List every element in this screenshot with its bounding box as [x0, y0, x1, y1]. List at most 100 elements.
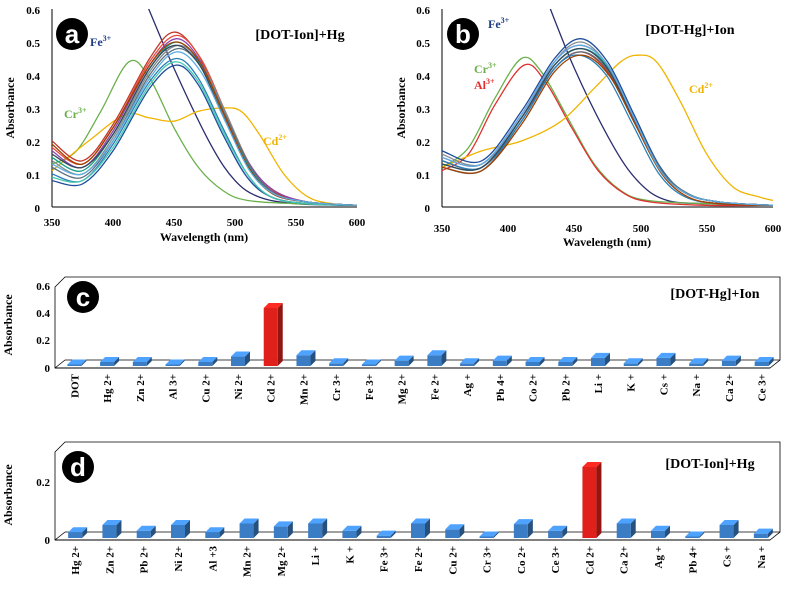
panel-a-annotation-cr3: Cr3+	[64, 106, 87, 121]
panel-c-category-label: Pb 4+	[495, 374, 507, 401]
panel-b-line-chart: 0.6 0.5 0.4 0.3 0.2 0.1 0 350 400 450 50…	[394, 5, 782, 249]
panel-d-bar	[171, 519, 190, 538]
panel-c-ytick-label: 0.6	[36, 281, 50, 293]
panel-a-series-line-0	[148, 9, 357, 206]
panel-c-bar	[394, 355, 414, 366]
panel-b-letter: b	[455, 19, 471, 49]
panel-c-bar	[460, 358, 480, 366]
panel-d-bar	[685, 531, 705, 538]
panel-c-category-label: Ca 2+	[724, 374, 736, 402]
panel-b-ytick-label: 0.2	[416, 137, 430, 149]
annotation-ion: Al	[474, 78, 487, 92]
panel-d-badge	[62, 451, 94, 483]
panel-b-ytick-label: 0	[425, 203, 431, 215]
panel-c-bar	[132, 356, 152, 366]
panel-a-ytick-label: 0.1	[26, 170, 40, 182]
panel-b-annotation-al3: Al3+	[474, 77, 495, 92]
panel-c-bar	[591, 352, 610, 366]
panel-a-y-axis: 0.6 0.5 0.4 0.3 0.2 0.1 0	[26, 5, 40, 215]
panel-d-bar	[445, 524, 465, 538]
panel-b-series-line-13	[442, 44, 773, 206]
panel-d-category-label: Zn 2+	[104, 546, 116, 574]
panel-a-ytick-label: 0.2	[26, 137, 40, 149]
panel-c-category-label: Mn 2+	[299, 374, 311, 405]
panel-b-series-group	[442, 9, 773, 207]
panel-d-ytick-label: 0	[45, 535, 51, 547]
panel-b-ytick-label: 0.4	[416, 71, 430, 83]
panel-a-series-line-5	[52, 38, 357, 206]
panel-c-category-label: Co 2+	[528, 374, 540, 402]
panel-d-bar	[308, 518, 328, 538]
panel-c-y-axis-label: Absorbance	[1, 294, 15, 356]
panel-d-bar	[719, 519, 739, 538]
panel-a-series-line-14	[52, 51, 357, 206]
panel-c-ytick-label: 0	[45, 363, 51, 375]
panel-d-bar	[239, 518, 259, 538]
panel-c-bar	[361, 359, 381, 366]
panel-d-category-label: Ni 2+	[173, 546, 185, 572]
panel-c-category-label: Mg 2+	[397, 374, 409, 404]
annotation-charge: 2+	[704, 81, 713, 90]
panel-a-x-axis-label: Wavelength (nm)	[160, 230, 248, 244]
panel-c-letter: c	[76, 282, 90, 312]
panel-b-xtick-label: 450	[566, 223, 583, 235]
panel-a-ytick-label: 0.4	[26, 71, 40, 83]
panel-a-xtick-label: 450	[166, 217, 183, 229]
panel-c-category-label: Ni 2+	[233, 374, 245, 400]
panel-c-category-label: K +	[626, 374, 638, 392]
panel-d-category-label: Na +	[756, 546, 768, 568]
panel-b-x-axis: 350 400 450 500 550 600	[434, 223, 782, 235]
panel-b-xtick-label: 400	[500, 223, 517, 235]
panel-c-bar	[558, 356, 578, 366]
panel-b-series-line-1	[442, 56, 773, 206]
panel-d-category-label: Ag +	[653, 546, 665, 568]
panel-d-bar	[205, 527, 225, 538]
panel-c-category-label: Ce 3+	[757, 374, 769, 401]
panel-c-bar-chart: 0.6 0.4 0.2 0 Absorbance DOT Hg 2+ Zn 2+ Al…	[1, 276, 781, 405]
panel-a-xtick-label: 500	[227, 217, 244, 229]
panel-b-x-axis-label: Wavelength (nm)	[563, 235, 651, 249]
panel-c-bar	[231, 351, 250, 366]
panel-c-bar	[263, 302, 283, 366]
panel-d-category-label: Cu 2+	[447, 546, 459, 575]
panel-d-category-label: Pb 2+	[139, 546, 151, 573]
panel-c-category-label: Fe 3+	[364, 374, 376, 400]
panel-c-category-label: Cs +	[659, 374, 671, 395]
panel-b-annotation-fe3: Fe3+	[488, 16, 510, 31]
panel-d-bar-chart: 0.2 0 Absorbance Hg 2+ Zn 2+ Pb 2+ Ni 2+ Al …	[1, 441, 781, 577]
panel-d-floor-edge	[54, 531, 66, 541]
panel-c-bar	[689, 358, 709, 366]
panel-d-y-axis-label: Absorbance	[1, 464, 15, 526]
panel-d-bar	[479, 531, 499, 538]
panel-c-bar	[492, 355, 512, 366]
panel-c-bar	[427, 350, 447, 366]
panel-c-category-labels: DOT Hg 2+ Zn 2+ Al 3+ Cu 2+ Ni 2+ Cd 2+ Mn 2+ Cr…	[69, 373, 768, 405]
panel-d-category-label: Fe 3+	[379, 546, 391, 572]
panel-c-bar	[721, 355, 741, 366]
panel-c-ytick-label: 0.4	[36, 308, 50, 320]
panel-d-category-label: Cs +	[722, 546, 734, 567]
panel-d-bar	[582, 461, 602, 538]
panel-c-category-label: Na +	[691, 374, 703, 396]
panel-d-bar	[102, 519, 122, 538]
panel-a-annotation-cd2: Cd2+	[263, 133, 287, 148]
panel-a-ytick-label: 0	[35, 203, 41, 215]
panel-a-annotation-fe3: Fe3+	[90, 34, 112, 49]
panel-c-bar	[67, 359, 87, 366]
panel-b-series-line-3	[442, 54, 773, 202]
panel-a-corner-title: [DOT-Ion]+Hg	[255, 28, 344, 43]
panel-a-xtick-label: 400	[105, 217, 122, 229]
panel-b-corner-title: [DOT-Hg]+Ion	[645, 23, 734, 38]
panel-d-category-label: Pb 4+	[687, 546, 699, 573]
panel-a-y-axis-label: Absorbance	[3, 77, 17, 139]
panel-a-letter: a	[65, 19, 80, 49]
panel-d-bar	[651, 525, 670, 538]
panel-b-xtick-label: 500	[633, 223, 650, 235]
panel-d-bar	[411, 518, 430, 538]
annotation-ion: Fe	[90, 35, 103, 49]
panel-c-bar	[100, 356, 120, 366]
panel-d-ytick-label: 0.2	[36, 477, 50, 489]
panel-c-corner-title: [DOT-Hg]+Ion	[670, 287, 759, 302]
panel-d-category-label: Ce 3+	[550, 546, 562, 573]
